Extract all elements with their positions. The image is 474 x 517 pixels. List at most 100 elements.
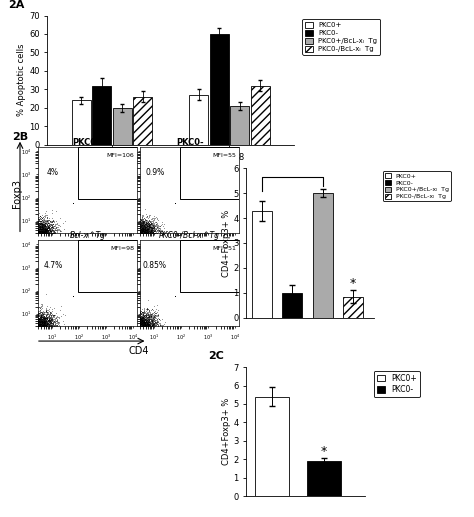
Point [27, 235, 35, 244]
Point [27, 326, 35, 334]
Point [46, 217, 54, 225]
Point [34, 225, 41, 234]
Point [140, 317, 148, 326]
Point [131, 321, 139, 329]
Point [147, 233, 155, 241]
Point [30, 325, 37, 333]
Point [36, 229, 44, 237]
Point [145, 225, 152, 234]
Point [129, 232, 137, 240]
Point [26, 314, 34, 323]
Point [139, 229, 147, 237]
Point [40, 322, 47, 330]
Point [128, 227, 136, 235]
Point [134, 229, 141, 237]
Point [29, 320, 37, 328]
Point [136, 321, 143, 329]
Point [31, 322, 38, 330]
Point [34, 223, 41, 232]
Point [28, 328, 36, 336]
Point [32, 234, 39, 242]
Point [129, 321, 137, 329]
Point [33, 328, 41, 337]
Point [151, 323, 159, 331]
Point [146, 217, 153, 225]
Point [136, 229, 143, 237]
Point [135, 320, 143, 328]
Point [144, 229, 152, 237]
Point [144, 231, 152, 239]
Point [135, 235, 142, 244]
Point [146, 311, 154, 319]
Point [128, 233, 136, 241]
Point [35, 222, 43, 230]
Point [26, 311, 34, 319]
Point [134, 322, 141, 330]
Point [137, 235, 145, 244]
Point [48, 235, 55, 244]
Point [34, 317, 41, 326]
Point [145, 232, 152, 240]
Point [132, 320, 140, 328]
Point [133, 230, 140, 238]
Point [30, 323, 37, 331]
Point [134, 310, 141, 318]
Point [140, 307, 148, 315]
Point [28, 315, 36, 323]
Point [69, 199, 77, 207]
Point [34, 321, 42, 329]
Point [33, 231, 40, 239]
Point [33, 313, 40, 322]
Point [30, 320, 37, 328]
Point [32, 317, 39, 325]
Point [153, 235, 160, 244]
Point [26, 226, 34, 235]
Point [51, 323, 59, 331]
Point [46, 317, 54, 325]
Point [132, 230, 139, 238]
Point [32, 316, 40, 324]
Point [138, 232, 146, 240]
Point [140, 228, 148, 236]
Point [137, 325, 145, 333]
Point [38, 322, 46, 330]
Point [139, 328, 146, 337]
Point [137, 325, 145, 333]
Point [135, 323, 143, 331]
Point [40, 230, 48, 238]
Point [132, 311, 139, 319]
Point [149, 328, 157, 337]
Point [69, 199, 77, 207]
Point [34, 235, 41, 244]
Point [128, 229, 136, 237]
Point [35, 328, 42, 336]
Point [149, 320, 157, 328]
Point [42, 221, 49, 230]
Point [149, 316, 156, 325]
Point [42, 226, 49, 235]
Point [141, 229, 148, 237]
Point [37, 324, 45, 332]
Point [171, 199, 179, 207]
Point [41, 232, 48, 240]
Point [28, 230, 36, 238]
Point [43, 235, 51, 243]
Point [30, 328, 38, 336]
Point [37, 235, 45, 244]
Point [34, 227, 42, 235]
Point [35, 320, 43, 328]
Point [33, 328, 40, 337]
Point [144, 234, 152, 242]
Point [26, 231, 34, 239]
Point [137, 235, 145, 243]
Point [46, 235, 53, 243]
Point [153, 235, 160, 244]
Point [138, 325, 146, 333]
Point [40, 322, 48, 330]
Point [43, 308, 50, 316]
Point [171, 199, 179, 207]
Point [128, 222, 136, 231]
Point [140, 322, 148, 330]
Point [152, 222, 159, 231]
Point [136, 323, 144, 331]
